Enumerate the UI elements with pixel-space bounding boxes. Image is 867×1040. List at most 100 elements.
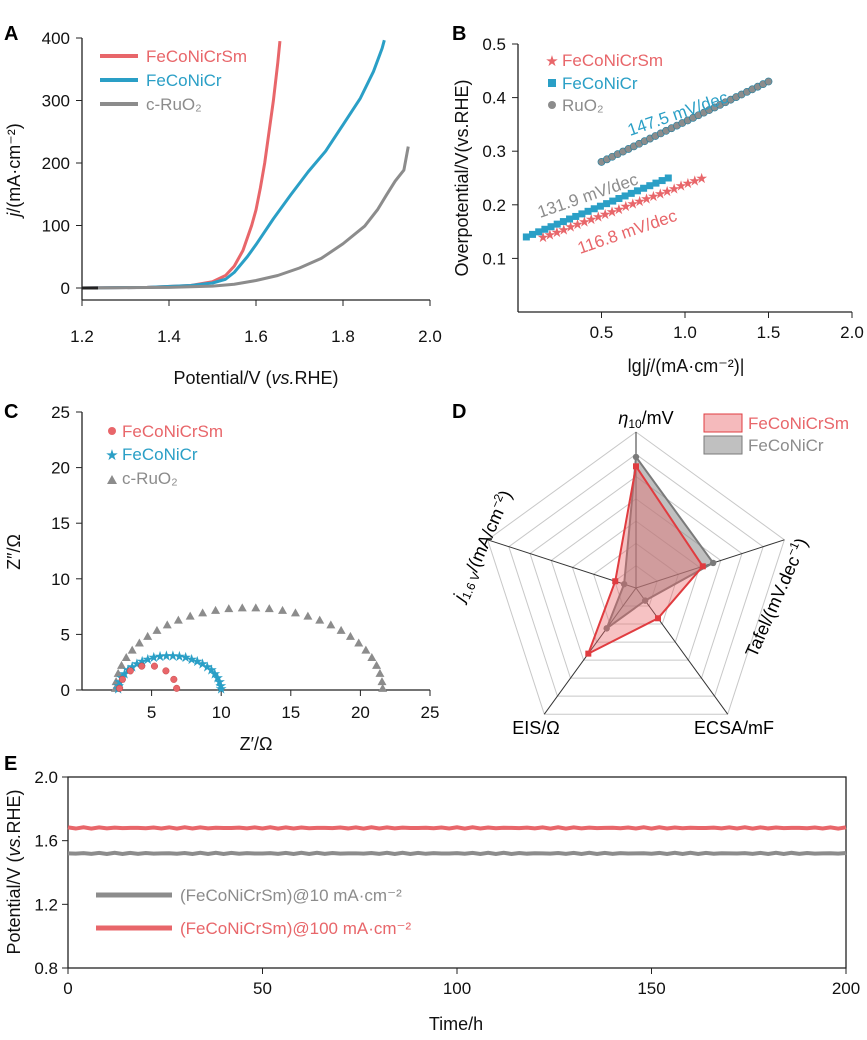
radar-grid-ring	[508, 453, 764, 697]
data-point-square	[615, 195, 623, 203]
data-point-star: ★	[167, 648, 180, 664]
data-point-star: ★	[647, 188, 660, 204]
data-point-star: ★	[160, 648, 173, 664]
data-point-circle	[162, 667, 170, 675]
x-tick-label: 15	[281, 703, 300, 722]
data-point-triangle	[113, 668, 123, 677]
y-tick-label: 0	[61, 279, 70, 298]
panel-b-y-label: Overpotential/V(vs.RHE)	[452, 79, 472, 276]
data-point-triangle	[375, 668, 385, 677]
y-tick-label: 1.2	[34, 895, 58, 914]
data-point-triangle	[224, 604, 234, 613]
data-point-star: ★	[620, 198, 633, 214]
circle-icon	[548, 101, 556, 109]
panel-e-x-label: Time/h	[429, 1014, 483, 1034]
radar-vertex-marker	[612, 578, 619, 585]
y-tick-label: 200	[42, 154, 70, 173]
data-point-triangle	[162, 620, 172, 629]
x-tick-label: 1.4	[157, 327, 181, 346]
data-point-triangle	[117, 660, 127, 669]
data-point-triangle	[361, 645, 371, 654]
y-tick-label: 20	[51, 459, 70, 478]
data-point-triangle	[185, 611, 195, 620]
y-tick-label: 0.8	[34, 959, 58, 978]
data-point-star: ★	[201, 658, 214, 674]
data-point-star: ★	[689, 173, 702, 189]
square-icon	[548, 79, 556, 87]
y-tick-label: 400	[42, 29, 70, 48]
panel-label-e: E	[4, 753, 17, 775]
panel-e-legend-label: (FeCoNiCrSm)@10 mA·cm⁻²	[180, 886, 402, 905]
data-point-star: ★	[585, 211, 598, 227]
data-point-star: ★	[695, 170, 708, 186]
x-tick-label: 1.6	[244, 327, 268, 346]
x-tick-label: 100	[443, 979, 471, 998]
x-tick-label: 0.5	[590, 323, 614, 342]
data-point-square	[609, 197, 617, 205]
data-point-square	[522, 233, 530, 241]
y-tick-label: 10	[51, 570, 70, 589]
radar-vertex-marker	[620, 580, 628, 588]
panel-b-series: ★★★★★★★★★★★★★★★★★★★★★★★★	[522, 77, 773, 245]
radar-vertex-marker	[632, 453, 640, 461]
panel-c-ticks: 5 10 15 20 25 0 5 10 15 20 25	[51, 403, 439, 722]
y-tick-label: 15	[51, 514, 70, 533]
panel-a-x-label: Potential/V (vs.RHE)	[173, 368, 338, 388]
panel-a-series	[81, 39, 410, 290]
series-line	[81, 39, 386, 290]
panel-d-series	[585, 453, 717, 657]
data-point-star: ★	[215, 678, 228, 694]
panel-a-legend-label: FeCoNiCr	[146, 71, 222, 90]
radar-spoke	[635, 587, 729, 715]
data-point-triangle	[372, 660, 382, 669]
data-point-star: ★	[633, 193, 646, 209]
data-point-triangle	[237, 603, 247, 612]
panel-b-ticks: 0.5 1.0 1.5 2.0 0.1 0.2 0.3 0.4 0.5	[482, 35, 863, 342]
panel-b-legend-label: RuO₂	[562, 96, 604, 115]
y-tick-label: 5	[61, 625, 70, 644]
x-tick-label: 1.0	[673, 323, 697, 342]
panel-a-ticks: 1.2 1.4 1.6 1.8 2.0 0 100 200 300 400	[42, 29, 442, 346]
data-point-star: ★	[578, 214, 591, 230]
data-point-star: ★	[675, 178, 688, 194]
x-tick-label: 1.2	[70, 327, 94, 346]
x-tick-label: 25	[421, 703, 440, 722]
y-tick-label: 0.2	[482, 196, 506, 215]
data-point-star: ★	[191, 653, 204, 669]
panel-b-legend-label: FeCoNiCr	[562, 74, 638, 93]
data-point-triangle	[127, 645, 137, 654]
radar-series-polygon	[604, 454, 715, 632]
radar-vertex-marker	[699, 563, 706, 570]
x-tick-label: 20	[351, 703, 370, 722]
data-point-star: ★	[179, 649, 192, 665]
data-point-triangle	[367, 653, 377, 662]
panel-c-legend: FeCoNiCrSm ★ FeCoNiCr c-RuO₂	[105, 422, 223, 488]
radar-vertex-marker	[633, 463, 639, 470]
panel-e-y-label: Potential/V (vs.RHE)	[4, 789, 24, 954]
data-point-triangle	[251, 603, 261, 612]
data-point-triangle	[111, 677, 121, 686]
panel-d-legend-swatch-feconicrsm	[703, 413, 743, 433]
data-point-triangle	[378, 683, 388, 692]
data-point-square	[541, 225, 549, 233]
x-tick-label: 2.0	[418, 327, 442, 346]
data-point-square	[572, 212, 580, 220]
data-point-square	[664, 174, 672, 182]
data-point-triangle	[345, 631, 355, 640]
panel-c-legend-label: FeCoNiCr	[122, 445, 198, 464]
panel-b-annotation-ruo2: 147.5 mV/dec	[625, 88, 731, 140]
series-line	[67, 850, 847, 857]
panel-d-legend-swatch-feconicr	[703, 435, 743, 455]
data-point-triangle	[121, 653, 131, 662]
panel-a-legend-label: FeCoNiCrSm	[146, 47, 247, 66]
data-point-circle	[764, 77, 773, 86]
data-point-star: ★	[682, 175, 695, 191]
data-point-circle	[170, 675, 178, 683]
radar-vertex-marker	[585, 650, 592, 657]
x-tick-label: 0	[63, 979, 72, 998]
x-tick-label: 50	[253, 979, 272, 998]
panel-a-y-label: j/(mA·cm⁻²)	[4, 123, 24, 219]
data-point-triangle	[326, 620, 336, 629]
data-point-triangle	[152, 625, 162, 634]
